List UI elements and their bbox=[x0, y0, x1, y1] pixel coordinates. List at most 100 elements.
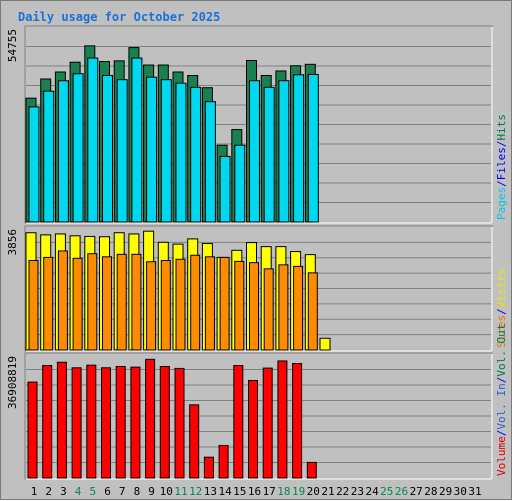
bar-pages-day-10 bbox=[160, 79, 172, 223]
day-label-2: 2 bbox=[45, 485, 52, 498]
bar-sites-day-9 bbox=[146, 261, 157, 351]
bar-sites-day-12 bbox=[190, 254, 201, 351]
bar-volume-day-2 bbox=[42, 365, 53, 479]
day-label-6: 6 bbox=[104, 485, 111, 498]
bar-sites-day-19 bbox=[293, 265, 304, 351]
bar-sites-day-5 bbox=[87, 253, 98, 351]
day-label-24: 24 bbox=[365, 485, 379, 498]
day-label-1: 1 bbox=[31, 485, 38, 498]
bar-sites-day-2 bbox=[43, 256, 54, 351]
bar-pages-day-19 bbox=[293, 74, 305, 223]
legend-entry: Visits bbox=[495, 269, 508, 309]
legend-entry: Sites bbox=[495, 315, 508, 348]
legend-entry: Hits bbox=[495, 114, 508, 141]
chart-title: Daily usage for October 2025 bbox=[18, 10, 220, 24]
bar-pages-day-15 bbox=[234, 144, 246, 223]
bar-pages-day-7 bbox=[116, 79, 128, 223]
bar-volume-day-1 bbox=[27, 381, 38, 479]
legend-entry: Vol. In bbox=[495, 383, 508, 429]
bar-volume-day-11 bbox=[174, 367, 185, 479]
bar-sites-day-20 bbox=[307, 272, 318, 351]
bar-pages-day-16 bbox=[249, 80, 260, 223]
day-label-25: 25 bbox=[380, 485, 393, 498]
day-label-12: 12 bbox=[189, 485, 202, 498]
bar-pages-day-13 bbox=[204, 101, 216, 223]
bar-volume-day-17 bbox=[262, 367, 273, 479]
bar-volume-day-10 bbox=[159, 365, 170, 479]
day-label-29: 29 bbox=[439, 485, 452, 498]
legend-entry: / bbox=[495, 180, 508, 187]
bar-volume-day-9 bbox=[145, 358, 156, 479]
day-label-20: 20 bbox=[307, 485, 320, 498]
legend-entry: / bbox=[495, 377, 508, 384]
bar-volume-day-7 bbox=[115, 365, 126, 479]
bar-sites-day-18 bbox=[278, 264, 289, 351]
day-label-26: 26 bbox=[395, 485, 408, 498]
day-label-3: 3 bbox=[60, 485, 67, 498]
day-label-10: 10 bbox=[160, 485, 173, 498]
day-label-30: 30 bbox=[454, 485, 467, 498]
bar-pages-day-2 bbox=[43, 90, 55, 223]
bar-sites-day-11 bbox=[175, 258, 186, 351]
bar-sites-day-8 bbox=[131, 253, 142, 351]
legend-entry: Pages bbox=[495, 187, 508, 220]
day-label-27: 27 bbox=[410, 485, 423, 498]
bar-sites-day-15 bbox=[234, 260, 245, 351]
legend: Pages/Files/Hits bbox=[495, 114, 508, 220]
panel-visits-sites: 3856 Sites/Visits bbox=[6, 225, 508, 352]
bar-volume-day-14 bbox=[218, 444, 229, 479]
y-max-label: 3856 bbox=[6, 229, 19, 256]
day-label-11: 11 bbox=[174, 485, 187, 498]
day-label-8: 8 bbox=[134, 485, 141, 498]
legend-entry: / bbox=[495, 308, 508, 315]
day-label-16: 16 bbox=[248, 485, 261, 498]
day-label-18: 18 bbox=[277, 485, 290, 498]
bar-volume-day-15 bbox=[233, 365, 244, 479]
panel-volume: 36908819 Volume/Vol. In/Vol. Out bbox=[6, 324, 508, 480]
bar-pages-day-3 bbox=[57, 80, 69, 223]
bar-pages-day-20 bbox=[307, 73, 319, 223]
bar-sites-day-10 bbox=[160, 260, 171, 351]
bar-pages-day-14 bbox=[219, 155, 231, 223]
bar-volume-day-4 bbox=[71, 367, 82, 479]
y-max-label: 54755 bbox=[6, 29, 19, 62]
legend-entry: / bbox=[495, 141, 508, 148]
bar-volume-day-12 bbox=[189, 404, 200, 479]
day-label-22: 22 bbox=[336, 485, 349, 498]
bar-pages-day-5 bbox=[87, 57, 99, 223]
day-label-17: 17 bbox=[263, 485, 276, 498]
day-label-4: 4 bbox=[75, 485, 82, 498]
bar-sites-day-7 bbox=[116, 253, 127, 351]
bar-pages-day-6 bbox=[102, 74, 113, 223]
day-label-21: 21 bbox=[321, 485, 334, 498]
bar-sites-day-1 bbox=[28, 260, 39, 351]
legend: Volume/Vol. In/Vol. Out bbox=[495, 324, 508, 476]
bar-pages-day-8 bbox=[131, 57, 143, 223]
bar-volume-day-6 bbox=[101, 367, 111, 479]
legend-entry: Volume bbox=[495, 436, 508, 476]
day-label-15: 15 bbox=[233, 485, 246, 498]
day-label-7: 7 bbox=[119, 485, 126, 498]
bar-volume-day-20 bbox=[306, 461, 317, 479]
day-label-9: 9 bbox=[148, 485, 155, 498]
bar-pages-day-11 bbox=[175, 82, 187, 223]
bar-sites-day-6 bbox=[102, 256, 112, 351]
bar-volume-day-13 bbox=[203, 456, 214, 479]
bar-pages-day-18 bbox=[278, 80, 290, 223]
bar-pages-day-12 bbox=[190, 86, 202, 223]
bar-volume-day-3 bbox=[56, 361, 67, 479]
day-label-13: 13 bbox=[204, 485, 217, 498]
day-label-14: 14 bbox=[218, 485, 232, 498]
bar-volume-day-19 bbox=[292, 363, 303, 479]
legend-entry: Files bbox=[495, 147, 508, 180]
legend-entry: / bbox=[495, 430, 508, 437]
bar-sites-day-14 bbox=[219, 256, 230, 351]
day-label-5: 5 bbox=[89, 485, 96, 498]
y-max-label: 36908819 bbox=[6, 356, 19, 409]
bar-volume-day-5 bbox=[86, 364, 97, 479]
bar-volume-day-16 bbox=[248, 379, 258, 479]
bar-sites-day-13 bbox=[204, 256, 215, 351]
